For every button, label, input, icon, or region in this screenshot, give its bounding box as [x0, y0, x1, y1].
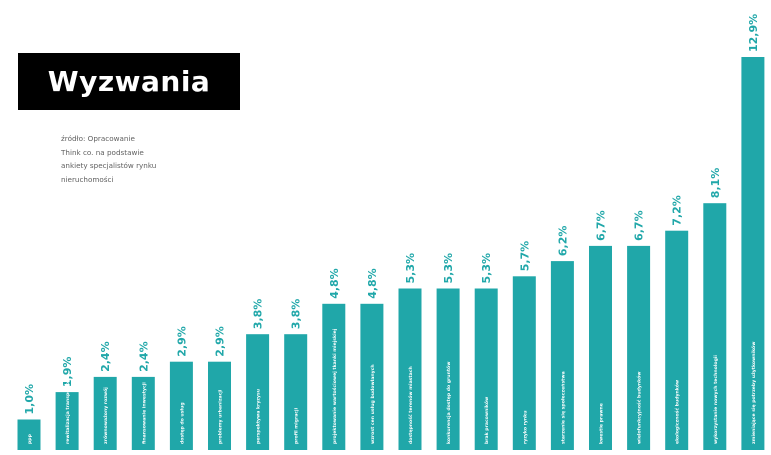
bar	[703, 203, 727, 450]
category-label: ppp	[28, 433, 33, 444]
source-line: ankiety specjalistów rynku	[61, 161, 157, 170]
value-label: 2,4%	[99, 341, 112, 372]
bar	[284, 334, 308, 450]
bar	[322, 303, 346, 450]
category-label: zrównoważony rozwój	[102, 387, 109, 444]
category-label: kwestie prawne	[599, 403, 605, 444]
category-label: dostęp do usług	[179, 402, 185, 444]
bar	[246, 334, 270, 450]
bar	[512, 276, 536, 450]
category-label: rewitalizacja transportowa	[65, 375, 71, 444]
category-label: brak pracowników	[483, 396, 490, 444]
bar	[665, 230, 689, 450]
category-label: perspektywa kryzysu	[256, 389, 262, 444]
bar	[169, 361, 193, 450]
bar	[627, 245, 651, 450]
category-label: wzrost cen usług budowlanych	[370, 364, 376, 444]
bar	[208, 361, 231, 450]
value-label: 1,0%	[23, 384, 36, 415]
category-label: konkurencja dostęp do gruntów	[445, 361, 452, 444]
value-label: 4,8%	[366, 268, 379, 299]
value-label: 2,9%	[175, 326, 188, 357]
title-box: Wyzwania	[18, 53, 240, 110]
bar	[131, 376, 155, 450]
value-label: 6,7%	[633, 210, 646, 241]
source-line: nieruchomości	[61, 174, 114, 184]
category-label: ekologiczność budynków	[674, 379, 681, 444]
value-label: 5,7%	[518, 241, 531, 272]
value-label: 5,3%	[404, 253, 417, 284]
chart-title: Wyzwania	[47, 65, 211, 98]
value-label: 7,2%	[671, 195, 684, 226]
value-label: 6,2%	[556, 226, 569, 257]
value-label: 12,9%	[747, 14, 760, 52]
category-label: dostępność terenów miastach	[407, 366, 414, 444]
value-label: 1,9%	[61, 357, 74, 388]
bar	[589, 245, 612, 450]
source-line: Think co. na podstawie	[61, 147, 144, 157]
bar	[550, 261, 574, 450]
value-label: 2,4%	[137, 341, 150, 372]
bar	[360, 303, 384, 450]
bar	[474, 288, 498, 450]
category-label: wykorzystanie nowych technologii	[713, 355, 719, 444]
bar	[436, 288, 460, 450]
value-label: 8,1%	[709, 168, 722, 199]
bar	[93, 376, 117, 450]
value-label: 2,9%	[214, 326, 227, 357]
category-label: zmieniające się potrzeby użytkowników	[750, 341, 757, 444]
category-label: profil migracji	[294, 407, 300, 444]
category-label: starzenie się społeczeństwa	[559, 371, 566, 444]
value-label: 3,8%	[290, 299, 303, 330]
bar	[398, 288, 422, 450]
category-label: projektowanie wartościowej tkanki miejsk…	[331, 328, 338, 444]
category-label: wielofunkcyjność budynków	[636, 371, 643, 444]
value-label: 5,3%	[442, 253, 455, 284]
bar	[17, 419, 41, 450]
source-line: źródło: Opracowanie	[61, 134, 135, 143]
value-label: 5,3%	[480, 253, 493, 284]
value-label: 3,8%	[252, 299, 265, 330]
value-label: 6,7%	[595, 210, 608, 241]
value-label: 4,8%	[328, 268, 341, 299]
category-label: problemy urbanizacji	[218, 389, 224, 444]
bar	[55, 392, 79, 450]
source-note: źródło: Opracowanie Think co. na podstaw…	[61, 132, 166, 186]
category-label: finansowanie inwestycji	[141, 382, 147, 444]
bar	[741, 57, 765, 450]
category-label: ryzyko rynku	[522, 411, 528, 444]
